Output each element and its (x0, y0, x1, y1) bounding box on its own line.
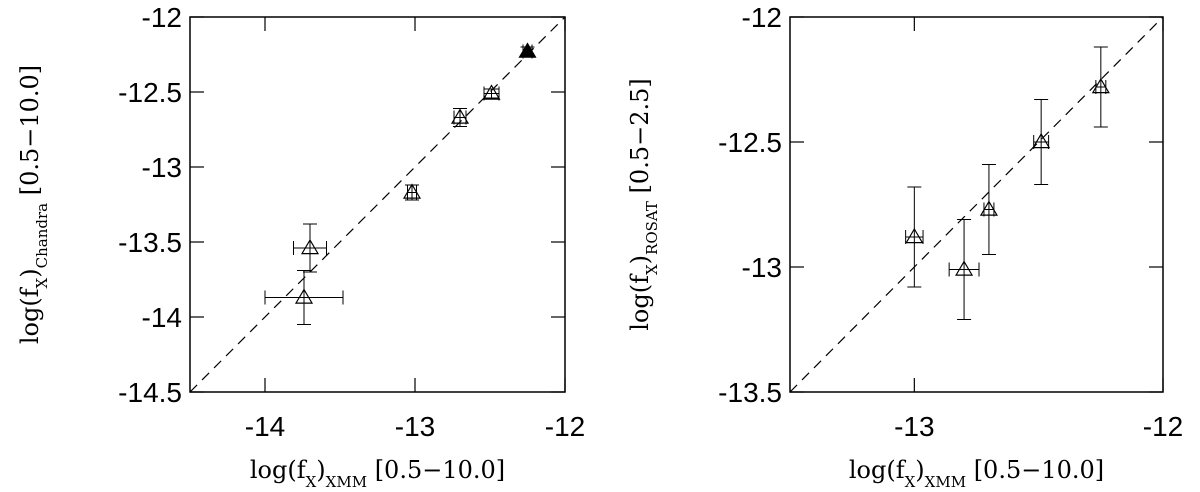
point (450, 108, 470, 124)
ylabel-part: log(f (16, 286, 44, 344)
y-tick-label: -12 (142, 2, 182, 33)
xlabel-part: X (306, 473, 317, 491)
ylabel-part: ) (16, 268, 44, 277)
ylabel-part: [0.5−2.5] (626, 78, 654, 201)
ylabel-part: Chandra (33, 203, 51, 269)
y-tick-label: -13.5 (718, 377, 782, 408)
point (402, 183, 422, 199)
ylabel-part: ROSAT (643, 201, 661, 255)
ylabel-part: log(f (626, 273, 654, 331)
x-tick-label: -12 (1143, 411, 1183, 442)
xlabel: log(fX)XMM [0.5−10.0] (250, 456, 505, 491)
y-tick-label: -14 (142, 302, 182, 333)
point (300, 238, 320, 255)
point (482, 84, 501, 100)
point (955, 260, 974, 276)
xlabel-part: [0.5−10.0] (966, 456, 1104, 484)
x-tick-label: -13 (395, 411, 435, 442)
y-tick-label: -13 (742, 252, 782, 283)
xlabel-part: X (905, 473, 916, 491)
y-tick-label: -14.5 (118, 377, 182, 408)
xlabel-part: log(f (849, 456, 907, 484)
point (905, 227, 924, 244)
xlabel: log(fX)XMM [0.5−10.0] (849, 456, 1104, 491)
xlabel-part: XMM (925, 473, 966, 491)
ylabel-part: ) (626, 255, 654, 264)
x-tick-label: -13 (894, 411, 934, 442)
ylabel: log(fX)Chandra [0.5−10.0] (16, 65, 51, 344)
ylabel-part: X (33, 277, 51, 288)
y-tick-label: -13.5 (118, 227, 182, 258)
y-tick-label: -12.5 (718, 127, 782, 158)
y-tick-label: -12.5 (118, 77, 182, 108)
identity-line (789, 16, 1164, 393)
point (979, 200, 998, 216)
ylabel: log(fX)ROSAT [0.5−2.5] (626, 78, 661, 331)
ylabel-part: [0.5−10.0] (16, 65, 44, 203)
identity-line (189, 16, 566, 393)
plot-frame (789, 16, 1164, 393)
xlabel-part: [0.5−10.0] (367, 456, 505, 484)
plot-frame (189, 16, 566, 393)
ylabel-part: X (643, 264, 661, 275)
xlabel-part: ) (915, 456, 924, 484)
xlabel-part: log(f (250, 456, 308, 484)
xlabel-part: ) (316, 456, 325, 484)
x-tick-label: -12 (545, 411, 585, 442)
point (1032, 132, 1051, 149)
point (294, 288, 314, 304)
y-tick-label: -12 (742, 2, 782, 33)
y-tick-label: -13 (142, 152, 182, 183)
x-tick-label: -14 (245, 411, 285, 442)
point (1091, 77, 1110, 94)
point (518, 42, 537, 58)
xlabel-part: XMM (326, 473, 367, 491)
